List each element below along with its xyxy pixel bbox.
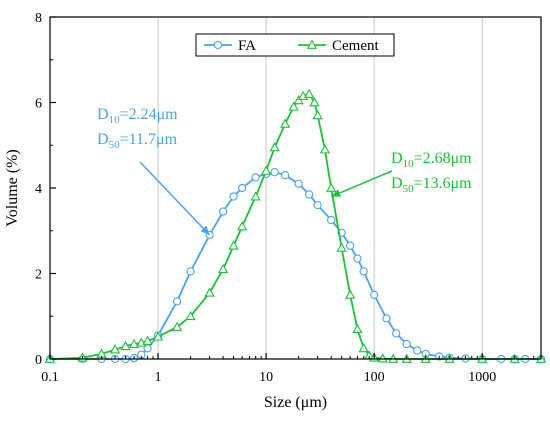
- data-point-fa: [313, 200, 322, 210]
- data-point-fa: [186, 267, 195, 276]
- x-axis-title: Size (μm): [264, 394, 327, 411]
- data-point-cement: [377, 353, 388, 363]
- legend: FA Cement: [195, 33, 395, 57]
- data-point-cement: [352, 323, 363, 333]
- annotation-arrowhead: [331, 189, 342, 197]
- annotation-label: D10=2.68μm: [391, 150, 472, 170]
- data-point-cement: [171, 321, 183, 331]
- annotation-layer: D10=2.24μm D50=11.7μm D10=2.68μm D50=13.6μm: [97, 106, 472, 236]
- annotation-label: D50=11.7μm: [97, 131, 178, 151]
- data-point-fa: [382, 314, 391, 323]
- data-point-cement: [345, 289, 356, 299]
- series-line-fa: [50, 171, 541, 360]
- data-point-cement: [312, 109, 323, 120]
- x-tick-label: 1: [155, 370, 162, 385]
- data-point-cement: [185, 310, 196, 321]
- annotation-label: D10=2.24μm: [97, 106, 178, 126]
- data-point-fa: [392, 329, 401, 338]
- data-point-fa: [218, 207, 228, 216]
- annotation-arrowhead: [200, 225, 210, 236]
- data-point-cement: [279, 118, 291, 128]
- series-fa: [45, 168, 546, 364]
- legend-item-cement: Cement: [298, 38, 379, 54]
- annotation-fa: D10=2.24μm D50=11.7μm: [97, 106, 211, 236]
- data-point-cement: [250, 191, 261, 201]
- data-point-fa: [304, 190, 314, 199]
- data-point-cement: [326, 182, 337, 192]
- data-point-fa: [370, 290, 379, 300]
- data-point-fa: [280, 171, 290, 180]
- legend-label-cement: Cement: [332, 38, 379, 54]
- annotation-label: D50=13.6μm: [391, 175, 472, 195]
- data-point-fa: [327, 215, 336, 225]
- data-point-fa: [353, 254, 362, 263]
- y-tick-label: 8: [35, 11, 42, 26]
- data-point-cement: [269, 142, 280, 152]
- axis-layer: 0.1 1 10 100 1000 0 2 4 6 8: [35, 11, 542, 385]
- data-point-fa: [270, 168, 279, 177]
- data-point-cement: [228, 240, 239, 250]
- data-point-cement: [142, 335, 153, 345]
- data-point-fa: [251, 173, 260, 182]
- data-point-cement: [260, 165, 272, 175]
- legend-item-fa: FA: [204, 38, 256, 54]
- data-point-cement: [319, 144, 331, 154]
- data-point-cement: [303, 88, 315, 98]
- y-tick-label: 6: [35, 97, 42, 112]
- annotation-arrow: [330, 170, 393, 198]
- data-point-fa: [346, 241, 355, 250]
- data-point-fa: [402, 339, 411, 349]
- x-tick-label: 10: [259, 370, 273, 385]
- x-tick-label: 0.1: [41, 370, 59, 385]
- y-tick-label: 0: [35, 353, 42, 368]
- data-point-cement: [217, 263, 229, 274]
- annotation-arrow: [139, 161, 211, 236]
- y-axis-title: Volume (%): [4, 149, 21, 226]
- x-tick-label: 1000: [468, 370, 496, 385]
- data-point-cement: [204, 287, 215, 297]
- data-point-cement: [288, 101, 299, 111]
- data-point-fa: [413, 346, 422, 355]
- data-point-fa: [172, 297, 182, 306]
- data-point-cement: [336, 242, 347, 252]
- data-point-cement: [236, 221, 248, 231]
- data-point-fa: [237, 183, 247, 193]
- annotation-cement: D10=2.68μm D50=13.6μm: [330, 150, 472, 198]
- data-point-cement: [152, 331, 164, 341]
- data-point-fa: [294, 179, 303, 188]
- data-point-cement: [358, 342, 369, 353]
- legend-box: [195, 33, 395, 57]
- data-point-fa: [359, 267, 368, 276]
- data-point-cement: [128, 338, 140, 348]
- data-point-fa: [229, 192, 238, 201]
- y-tick-label: 2: [35, 268, 42, 283]
- legend-marker-fa: [213, 40, 223, 50]
- y-tick-label: 4: [35, 182, 42, 197]
- legend-label-fa: FA: [238, 38, 256, 54]
- legend-marker-cement: [306, 39, 318, 49]
- data-point-cement: [120, 340, 131, 351]
- data-point-cement: [309, 97, 320, 107]
- data-point-cement: [109, 344, 121, 354]
- x-tick-label: 100: [364, 370, 385, 385]
